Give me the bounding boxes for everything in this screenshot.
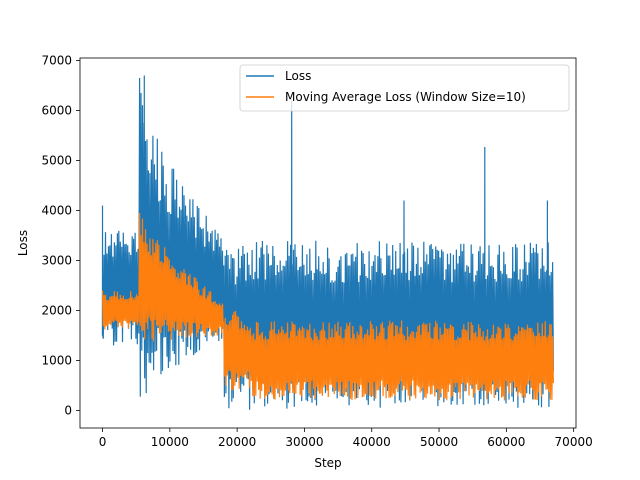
plot-frame — [79, 57, 577, 429]
x-tick-label: 40000 — [353, 435, 391, 449]
x-axis-ticks: 0 10000 20000 30000 40000 50000 60000 70000 — [99, 428, 593, 449]
y-tick-label: 4000 — [41, 204, 72, 218]
y-tick-label: 5000 — [41, 154, 72, 168]
legend: Loss Moving Average Loss (Window Size=10… — [239, 64, 570, 112]
x-tick-label: 0 — [99, 435, 107, 449]
moving-average-series-line — [101, 212, 554, 401]
y-tick-label: 1000 — [41, 354, 72, 368]
y-tick-label: 2000 — [41, 304, 72, 318]
legend-box — [239, 64, 570, 112]
x-tick-label: 30000 — [285, 435, 323, 449]
y-axis-ticks: 0 1000 2000 3000 4000 5000 6000 7000 — [41, 54, 80, 418]
y-tick-label: 7000 — [41, 54, 72, 68]
x-tick-label: 60000 — [487, 435, 525, 449]
x-tick-label: 10000 — [151, 435, 189, 449]
y-tick-label: 3000 — [41, 254, 72, 268]
legend-loss-label: Loss — [285, 69, 311, 83]
x-tick-label: 20000 — [218, 435, 256, 449]
y-axis-label: Loss — [16, 230, 30, 256]
x-tick-label: 50000 — [420, 435, 458, 449]
legend-moving-average-label: Moving Average Loss (Window Size=10) — [285, 90, 526, 104]
series-layer — [101, 75, 554, 410]
y-tick-label: 6000 — [41, 104, 72, 118]
x-tick-label: 70000 — [555, 435, 593, 449]
x-axis-label: Step — [314, 456, 341, 470]
y-tick-label: 0 — [64, 404, 72, 418]
